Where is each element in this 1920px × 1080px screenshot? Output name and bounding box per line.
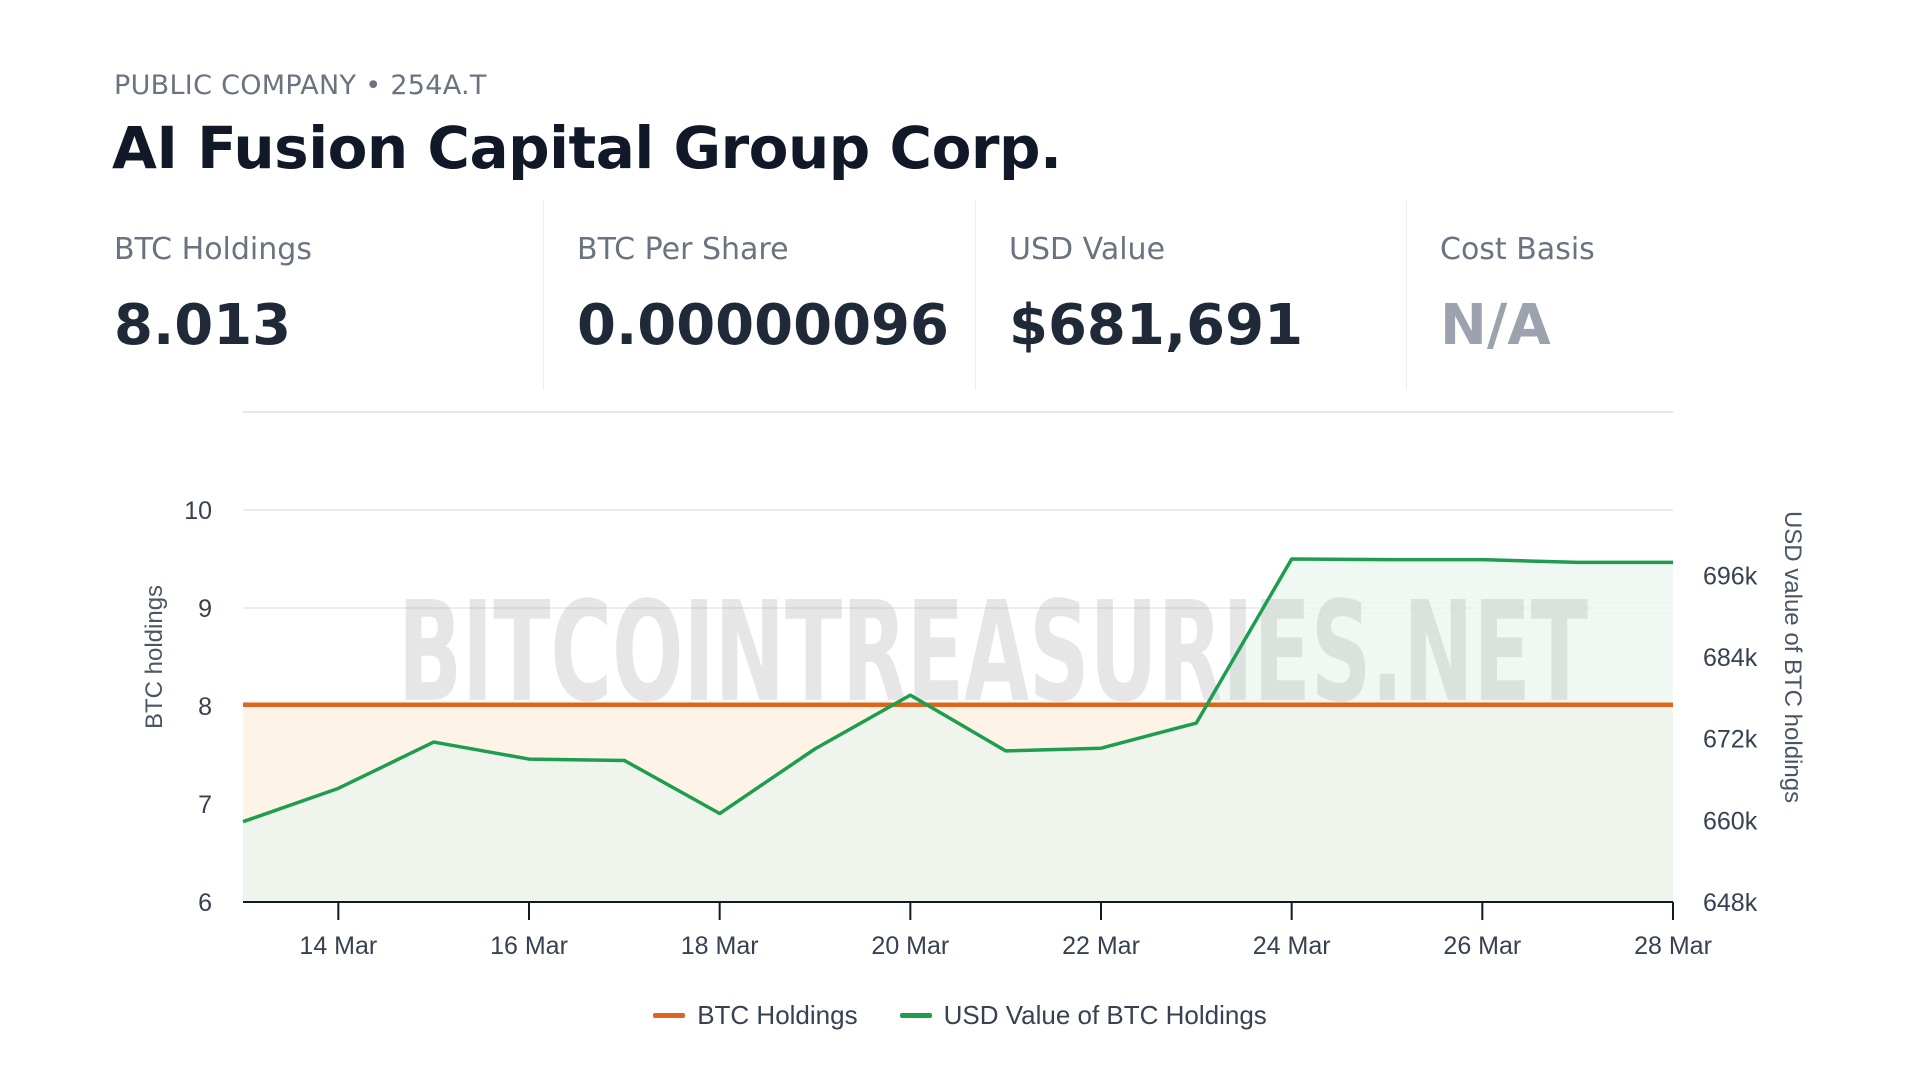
stat-divider xyxy=(975,200,976,390)
legend-label: BTC Holdings xyxy=(697,1000,858,1030)
stat-divider xyxy=(1406,200,1407,390)
x-tick-label: 22 Mar xyxy=(1062,932,1140,960)
x-tick-label: 14 Mar xyxy=(299,932,377,960)
y-left-tick-label: 6 xyxy=(198,889,212,917)
x-tick-label: 20 Mar xyxy=(871,932,949,960)
legend-item-usd-value[interactable]: USD Value of BTC Holdings xyxy=(899,1000,1267,1031)
stat-btc-per-share: BTC Per Share 0.00000096 xyxy=(577,200,949,390)
y-right-tick-label: 684k xyxy=(1703,644,1758,672)
x-tick-label: 28 Mar xyxy=(1634,932,1712,960)
stat-usd-value: USD Value $681,691 xyxy=(1009,200,1303,390)
y-left-tick-label: 8 xyxy=(198,693,212,721)
stat-value: $681,691 xyxy=(1009,293,1304,358)
legend-swatch-btc xyxy=(653,1013,686,1018)
y-right-tick-label: 672k xyxy=(1703,726,1758,754)
stat-label: USD Value xyxy=(1009,232,1166,267)
y-right-tick-label: 648k xyxy=(1703,889,1758,917)
legend-swatch-usd xyxy=(899,1013,932,1018)
usd-value-area xyxy=(243,559,1673,902)
y-left-tick-label: 7 xyxy=(198,791,212,819)
stats-row: BTC Holdings 8.013 BTC Per Share 0.00000… xyxy=(114,200,1674,390)
watermark-text: BITCOINTREASURIES.NET xyxy=(398,572,1588,733)
company-type-ticker: PUBLIC COMPANY • 254A.T xyxy=(114,70,487,101)
stat-btc-holdings: BTC Holdings 8.013 xyxy=(114,200,312,390)
y-left-tick-label: 9 xyxy=(198,595,212,623)
y-right-tick-label: 696k xyxy=(1703,562,1758,590)
legend-label: USD Value of BTC Holdings xyxy=(943,1000,1267,1030)
x-tick-label: 18 Mar xyxy=(681,932,759,960)
stat-cost-basis: Cost Basis N/A xyxy=(1440,200,1595,390)
stat-label: BTC Per Share xyxy=(577,232,789,267)
x-tick-label: 26 Mar xyxy=(1443,932,1521,960)
stat-label: BTC Holdings xyxy=(114,232,312,267)
stat-value: 0.00000096 xyxy=(577,293,949,358)
x-tick-label: 16 Mar xyxy=(490,932,568,960)
stat-label: Cost Basis xyxy=(1440,232,1595,267)
chart-legend: BTC Holdings USD Value of BTC Holdings xyxy=(0,1000,1920,1031)
stat-divider xyxy=(543,200,544,390)
stat-value: N/A xyxy=(1440,293,1551,358)
usd-value-line xyxy=(242,557,1673,824)
y-right-tick-label: 660k xyxy=(1703,807,1758,835)
y-left-axis-title: BTC holdings xyxy=(141,585,168,729)
stat-value: 8.013 xyxy=(114,293,292,358)
company-name: AI Fusion Capital Group Corp. xyxy=(112,114,1062,182)
legend-item-btc-holdings[interactable]: BTC Holdings xyxy=(653,1000,858,1031)
x-tick-label: 24 Mar xyxy=(1253,932,1331,960)
y-left-tick-label: 10 xyxy=(184,497,212,525)
y-right-axis-title: USD value of BTC holdings xyxy=(1779,511,1806,803)
